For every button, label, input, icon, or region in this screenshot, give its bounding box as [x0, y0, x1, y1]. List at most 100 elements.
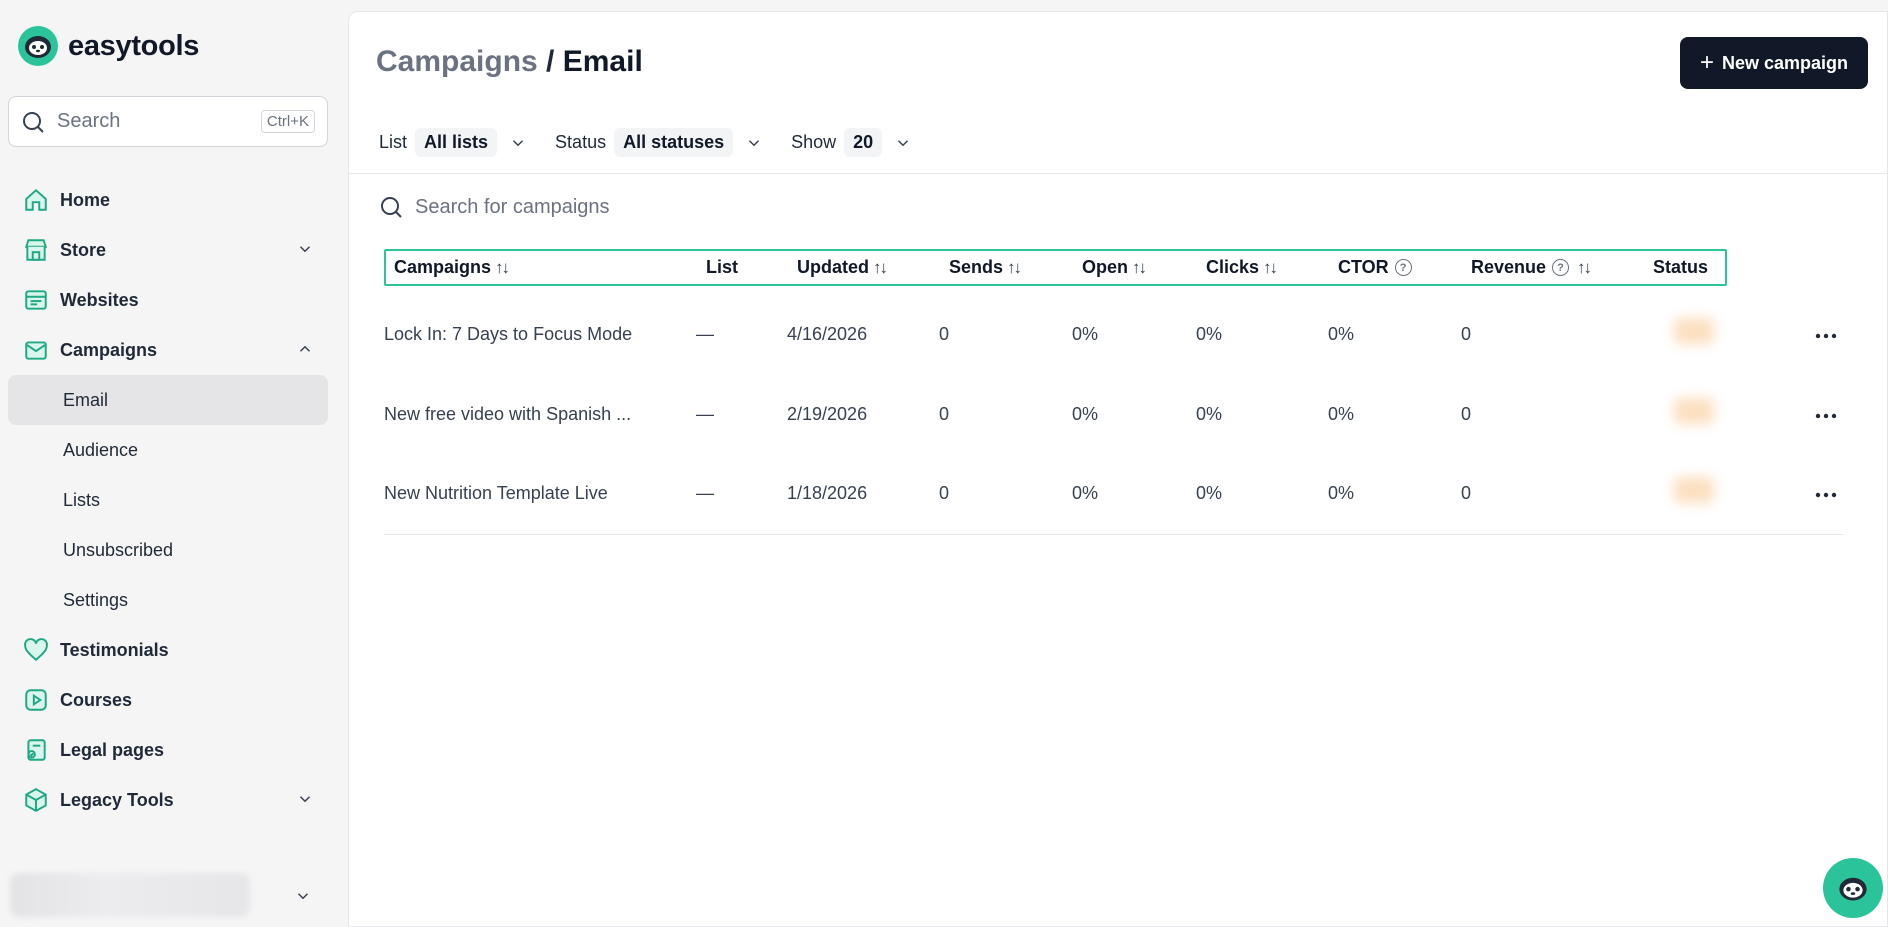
campaign-ctor: 0%	[1328, 483, 1355, 503]
campaign-open: 0%	[1072, 404, 1099, 424]
filters-bar: List All lists Status All statuses Show …	[379, 128, 940, 157]
campaign-name[interactable]: New Nutrition Template Live	[384, 483, 608, 503]
nav-campaigns[interactable]: Campaigns	[8, 325, 328, 375]
col-updated[interactable]: Updated ↑↓	[797, 257, 888, 278]
chat-support-button[interactable]	[1823, 858, 1883, 918]
nav-sub-settings[interactable]: Settings	[63, 589, 129, 610]
websites-icon	[22, 286, 50, 314]
brand[interactable]: easytools	[18, 26, 199, 66]
home-icon	[22, 186, 50, 214]
table-row[interactable]: New free video with Spanish ... — 2/19/2…	[384, 398, 1844, 482]
col-revenue-label: Revenue	[1471, 257, 1547, 277]
sort-icon[interactable]: ↑↓	[1577, 257, 1592, 277]
breadcrumb-current: Email	[562, 45, 643, 78]
status-filter[interactable]: Status All statuses	[555, 128, 763, 157]
list-filter[interactable]: List All lists	[379, 128, 527, 157]
campaign-clicks: 0%	[1196, 483, 1223, 503]
campaign-updated: 4/16/2026	[787, 324, 868, 344]
nav-sub-email[interactable]: Email	[8, 375, 328, 425]
show-filter-label: Show	[791, 132, 837, 152]
nav-store[interactable]: Store	[8, 225, 328, 275]
list-filter-label: List	[379, 132, 408, 152]
status-badge-blurred	[1674, 318, 1714, 344]
campaign-list: —	[696, 404, 714, 424]
chevron-down-icon[interactable]	[509, 134, 527, 152]
nav-sub-lists[interactable]: Lists	[63, 489, 101, 510]
col-open-label: Open	[1082, 257, 1129, 277]
sort-icon[interactable]: ↑↓	[1132, 257, 1147, 277]
campaigns-icon	[22, 336, 50, 364]
col-ctor: CTOR?	[1338, 257, 1412, 278]
col-open[interactable]: Open ↑↓	[1082, 257, 1147, 278]
nav-store-label: Store	[60, 239, 107, 260]
campaign-sends: 0	[939, 324, 950, 344]
account-switcher[interactable]	[10, 870, 330, 920]
nav-websites[interactable]: Websites	[8, 275, 328, 325]
campaign-open: 0%	[1072, 324, 1099, 344]
help-icon[interactable]: ?	[1552, 259, 1570, 276]
help-icon[interactable]: ?	[1394, 259, 1412, 276]
nav-sub-audience[interactable]: Audience	[63, 439, 139, 460]
table-row[interactable]: New Nutrition Template Live — 1/18/2026 …	[384, 477, 1844, 561]
store-icon	[22, 236, 50, 264]
campaign-search-input[interactable]: Search for campaigns	[379, 195, 610, 219]
breadcrumb-campaigns[interactable]: Campaigns	[376, 45, 538, 78]
campaign-name[interactable]: New free video with Spanish ...	[384, 404, 632, 424]
plus-icon: +	[1699, 49, 1714, 76]
show-filter-value[interactable]: 20	[844, 128, 883, 157]
campaign-list: —	[696, 483, 714, 503]
brand-name: easytools	[68, 29, 200, 62]
sort-icon[interactable]: ↑↓	[1007, 257, 1022, 277]
page-title: Campaigns / Email	[376, 45, 643, 79]
campaign-updated: 2/19/2026	[787, 404, 868, 424]
table-row[interactable]: Lock In: 7 Days to Focus Mode — 4/16/202…	[384, 318, 1844, 402]
new-campaign-button[interactable]: + New campaign	[1680, 37, 1868, 89]
col-ctor-label: CTOR	[1338, 257, 1389, 277]
campaign-name[interactable]: Lock In: 7 Days to Focus Mode	[384, 324, 633, 344]
col-sends-label: Sends	[949, 257, 1004, 277]
nav-legacy-tools[interactable]: Legacy Tools	[8, 775, 328, 825]
play-video-icon	[22, 686, 50, 714]
col-status: Status	[1653, 257, 1708, 278]
col-clicks[interactable]: Clicks ↑↓	[1206, 257, 1278, 278]
divider	[349, 173, 1888, 174]
nav-courses[interactable]: Courses	[8, 675, 328, 725]
col-sends[interactable]: Sends ↑↓	[949, 257, 1022, 278]
sloth-logo-icon	[18, 26, 58, 66]
nav-home[interactable]: Home	[8, 175, 328, 225]
nav-legal[interactable]: Legal pages	[8, 725, 328, 775]
nav-campaigns-label: Campaigns	[60, 339, 158, 360]
sloth-chat-icon	[1839, 877, 1867, 901]
sort-icon[interactable]: ↑↓	[873, 257, 888, 277]
status-filter-value[interactable]: All statuses	[614, 128, 734, 157]
col-clicks-label: Clicks	[1206, 257, 1260, 277]
nav-testimonials-label: Testimonials	[60, 639, 169, 660]
campaign-ctor: 0%	[1328, 324, 1355, 344]
more-options-icon[interactable]	[1814, 326, 1838, 346]
main-panel: Campaigns / Email + New campaign List Al…	[348, 11, 1888, 927]
chevron-down-icon[interactable]	[296, 790, 314, 808]
campaign-updated: 1/18/2026	[787, 483, 868, 503]
more-options-icon[interactable]	[1814, 406, 1838, 426]
show-filter[interactable]: Show 20	[791, 128, 912, 157]
sort-icon[interactable]: ↑↓	[1263, 257, 1278, 277]
status-badge-blurred	[1674, 398, 1714, 424]
chevron-down-icon[interactable]	[894, 134, 912, 152]
account-avatar-blurred	[10, 873, 250, 917]
sort-icon[interactable]: ↑↓	[495, 257, 510, 277]
more-options-icon[interactable]	[1814, 485, 1838, 505]
list-filter-value[interactable]: All lists	[415, 128, 498, 157]
nav-testimonials[interactable]: Testimonials	[8, 625, 328, 675]
nav-websites-label: Websites	[60, 289, 139, 310]
col-campaigns[interactable]: Campaigns ↑↓	[394, 257, 510, 278]
nav-sub-unsubscribed[interactable]: Unsubscribed	[63, 539, 174, 560]
global-search[interactable]: Search Ctrl+K	[8, 96, 328, 147]
campaign-ctor: 0%	[1328, 404, 1355, 424]
status-filter-label: Status	[555, 132, 607, 152]
col-revenue[interactable]: Revenue? ↑↓	[1471, 257, 1592, 278]
chevron-down-icon[interactable]	[294, 887, 312, 905]
chevron-down-icon[interactable]	[296, 240, 314, 258]
status-badge-blurred	[1674, 477, 1714, 503]
chevron-down-icon[interactable]	[745, 134, 763, 152]
chevron-up-icon[interactable]	[296, 340, 314, 358]
